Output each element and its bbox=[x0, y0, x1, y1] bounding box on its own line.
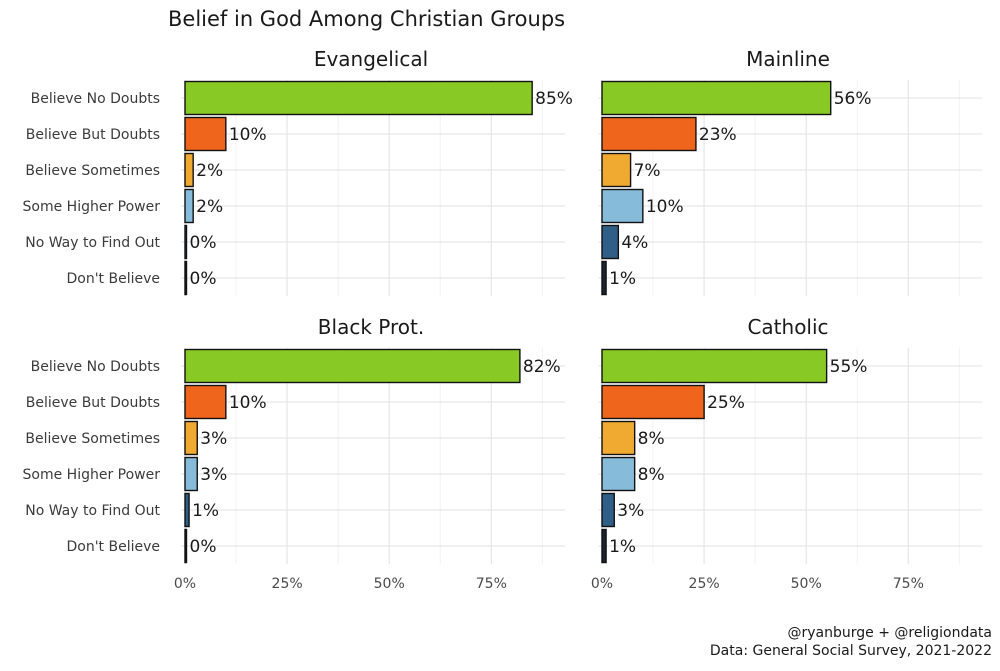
category-label: Believe Sometimes bbox=[25, 163, 160, 179]
data-label: 10% bbox=[646, 197, 684, 217]
category-label: Believe Sometimes bbox=[25, 431, 160, 447]
bar-believe-sometimes bbox=[601, 420, 636, 456]
facet-title-catholic: Catholic bbox=[747, 315, 828, 339]
bar-believe-sometimes bbox=[184, 152, 194, 188]
bar-don-t-believe bbox=[184, 260, 188, 296]
bar-believe-no-doubts bbox=[601, 348, 828, 384]
data-label: 0% bbox=[190, 269, 217, 289]
facet-panel-evangelical: Evangelical 85% 10% 2% 2% 0% 0% Believe No Doub… bbox=[23, 47, 573, 296]
facet-title-mainline: Mainline bbox=[746, 47, 830, 71]
category-label: No Way to Find Out bbox=[25, 503, 160, 519]
data-label: 55% bbox=[830, 357, 868, 377]
bar-believe-but-doubts bbox=[184, 116, 227, 152]
data-label: 1% bbox=[192, 501, 219, 521]
category-label: Believe But Doubts bbox=[26, 395, 160, 411]
bar-some-higher-power bbox=[601, 188, 644, 224]
data-label: 10% bbox=[229, 125, 267, 145]
facet-title-black-prot: Black Prot. bbox=[318, 315, 424, 339]
bar-believe-sometimes bbox=[184, 420, 198, 456]
bar-don-t-believe bbox=[184, 528, 188, 564]
bar-believe-no-doubts bbox=[184, 348, 521, 384]
category-label: Believe But Doubts bbox=[26, 127, 160, 143]
data-label: 3% bbox=[617, 501, 644, 521]
data-label: 7% bbox=[634, 161, 661, 181]
data-label: 23% bbox=[699, 125, 737, 145]
x-tick-label: 50% bbox=[791, 576, 822, 592]
caption-credit: @ryanburge + @religiondata bbox=[788, 625, 992, 641]
data-label: 56% bbox=[834, 89, 872, 109]
data-label: 3% bbox=[200, 465, 227, 485]
bar-believe-no-doubts bbox=[601, 80, 832, 116]
data-label: 2% bbox=[196, 197, 223, 217]
bar-believe-but-doubts bbox=[601, 116, 697, 152]
bar-some-higher-power bbox=[184, 188, 194, 224]
data-label: 82% bbox=[523, 357, 561, 377]
bar-believe-but-doubts bbox=[184, 384, 227, 420]
caption-source: Data: General Social Survey, 2021-2022 bbox=[710, 643, 992, 659]
bar-no-way-to-find-out bbox=[601, 224, 620, 260]
category-label: Don't Believe bbox=[66, 271, 160, 287]
bar-no-way-to-find-out bbox=[184, 492, 190, 528]
bar-no-way-to-find-out bbox=[601, 492, 615, 528]
data-label: 8% bbox=[638, 465, 665, 485]
bar-believe-no-doubts bbox=[184, 80, 533, 116]
category-label: No Way to Find Out bbox=[25, 235, 160, 251]
data-label: 1% bbox=[609, 269, 636, 289]
bar-don-t-believe bbox=[601, 528, 607, 564]
bar-believe-sometimes bbox=[601, 152, 632, 188]
bar-believe-but-doubts bbox=[601, 384, 705, 420]
category-label: Some Higher Power bbox=[23, 467, 161, 483]
data-label: 85% bbox=[535, 89, 573, 109]
x-tick-label: 25% bbox=[272, 576, 303, 592]
facet-title-evangelical: Evangelical bbox=[314, 47, 428, 71]
facet-panels: Evangelical 85% 10% 2% 2% 0% 0% Believe No Doub… bbox=[23, 47, 982, 592]
category-label: Believe No Doubts bbox=[31, 91, 160, 107]
data-label: 0% bbox=[190, 537, 217, 557]
data-label: 10% bbox=[229, 393, 267, 413]
data-label: 3% bbox=[200, 429, 227, 449]
data-label: 2% bbox=[196, 161, 223, 181]
data-label: 4% bbox=[621, 233, 648, 253]
x-tick-label: 0% bbox=[174, 576, 196, 592]
data-label: 0% bbox=[190, 233, 217, 253]
bar-some-higher-power bbox=[601, 456, 636, 492]
facet-panel-black-prot: Black Prot.82%10%3%3%1%0%Believe No Doub… bbox=[23, 315, 565, 592]
bar-no-way-to-find-out bbox=[184, 224, 188, 260]
data-label: 25% bbox=[707, 393, 745, 413]
data-label: 8% bbox=[638, 429, 665, 449]
category-label: Believe No Doubts bbox=[31, 359, 160, 375]
bar-some-higher-power bbox=[184, 456, 198, 492]
x-tick-label: 0% bbox=[591, 576, 613, 592]
bar-don-t-believe bbox=[601, 260, 607, 296]
x-tick-label: 75% bbox=[893, 576, 924, 592]
data-label: 1% bbox=[609, 537, 636, 557]
category-label: Don't Believe bbox=[66, 539, 160, 555]
chart-title: Belief in God Among Christian Groups bbox=[168, 7, 565, 31]
x-tick-label: 50% bbox=[374, 576, 405, 592]
x-tick-label: 25% bbox=[689, 576, 720, 592]
x-tick-label: 75% bbox=[476, 576, 507, 592]
category-label: Some Higher Power bbox=[23, 199, 161, 215]
